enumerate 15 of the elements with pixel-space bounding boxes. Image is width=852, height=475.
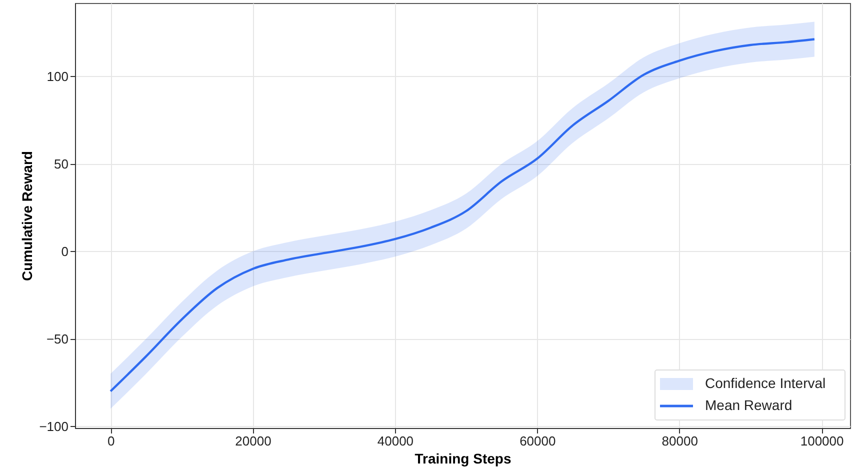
y-axis-title: Cumulative Reward: [19, 151, 36, 281]
y-tick-label: −100: [39, 418, 68, 434]
legend-label: Mean Reward: [705, 397, 792, 413]
y-tick-label: 50: [54, 156, 68, 172]
annotation: Confidence Interval: [705, 375, 826, 391]
y-tick-label: −50: [46, 331, 68, 346]
x-tick-label: 0: [107, 434, 115, 448]
x-axis-title: Training Steps: [414, 450, 512, 466]
y-tick-label: 100: [46, 68, 68, 84]
x-tick-label: 100000: [800, 434, 844, 448]
x-tick-label: 60000: [520, 434, 556, 448]
x-tick-label: 80000: [662, 434, 698, 448]
x-tick-label: 40000: [377, 434, 414, 448]
y-tick-label: 0: [61, 244, 68, 259]
x-tick-label: 20000: [235, 434, 272, 448]
